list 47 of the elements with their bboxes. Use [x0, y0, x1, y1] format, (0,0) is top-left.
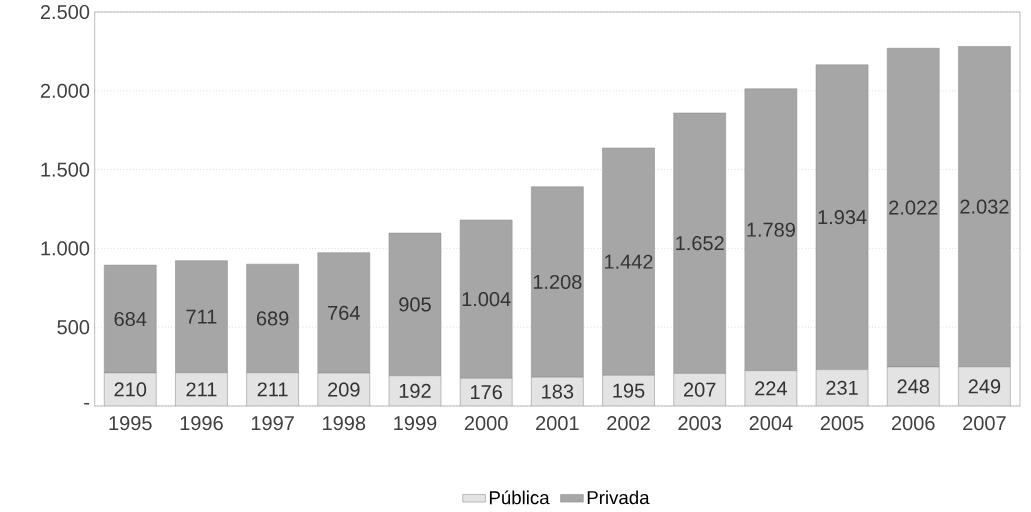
- data-label: 1.934: [818, 210, 867, 225]
- x-tick-label: 2002: [607, 416, 650, 431]
- x-tick-label: 2004: [749, 416, 793, 431]
- data-label: 176: [471, 385, 502, 400]
- data-label: 209: [328, 382, 360, 397]
- x-tick-label: 1999: [394, 416, 437, 431]
- data-label: 224: [755, 381, 787, 396]
- y-tick-label: 2.000: [40, 83, 90, 98]
- y-tick-label: 1.000: [41, 241, 90, 256]
- data-label: 764: [328, 305, 360, 320]
- data-label: 248: [897, 379, 930, 394]
- data-label: 711: [186, 309, 217, 324]
- data-label: 195: [613, 383, 645, 398]
- x-tick-label: 2003: [678, 416, 722, 431]
- data-label: 207: [684, 382, 716, 397]
- data-label: 192: [399, 383, 431, 398]
- data-label: 684: [114, 311, 147, 327]
- x-tick-label: 2005: [820, 416, 864, 431]
- data-label: 2.032: [960, 199, 1009, 214]
- data-label: 249: [968, 379, 1001, 394]
- x-tick-label: 2001: [536, 416, 579, 431]
- data-label: 1.442: [605, 254, 653, 269]
- data-label: 689: [256, 311, 289, 326]
- x-tick-label: 1997: [251, 416, 294, 431]
- data-label: 210: [114, 382, 147, 397]
- x-tick-label: 2006: [891, 416, 935, 431]
- x-tick-label: 1996: [180, 416, 223, 431]
- y-tick-label: 1.500: [41, 162, 90, 177]
- data-label: 1.004: [462, 292, 511, 307]
- data-label: 2.022: [889, 200, 938, 215]
- y-tick-label: 500: [57, 320, 90, 335]
- data-label: 905: [399, 297, 431, 312]
- x-tick-label: 2007: [963, 416, 1006, 431]
- data-label: 183: [542, 384, 574, 399]
- data-label: 211: [257, 382, 288, 397]
- x-tick-label: 1995: [109, 416, 152, 431]
- x-tick-label: 1998: [323, 416, 366, 431]
- y-tick-label: -: [84, 402, 90, 405]
- x-tick-label: 2000: [464, 416, 508, 431]
- data-label: 231: [826, 380, 858, 395]
- data-label: 211: [186, 382, 217, 397]
- y-tick-label: 2.500: [40, 4, 90, 20]
- data-label: 1.652: [676, 236, 724, 251]
- data-label: 1.208: [533, 274, 582, 290]
- data-label: 1.789: [747, 222, 795, 237]
- legend-label: Pública: [489, 490, 550, 505]
- legend-label: Privada: [587, 490, 650, 505]
